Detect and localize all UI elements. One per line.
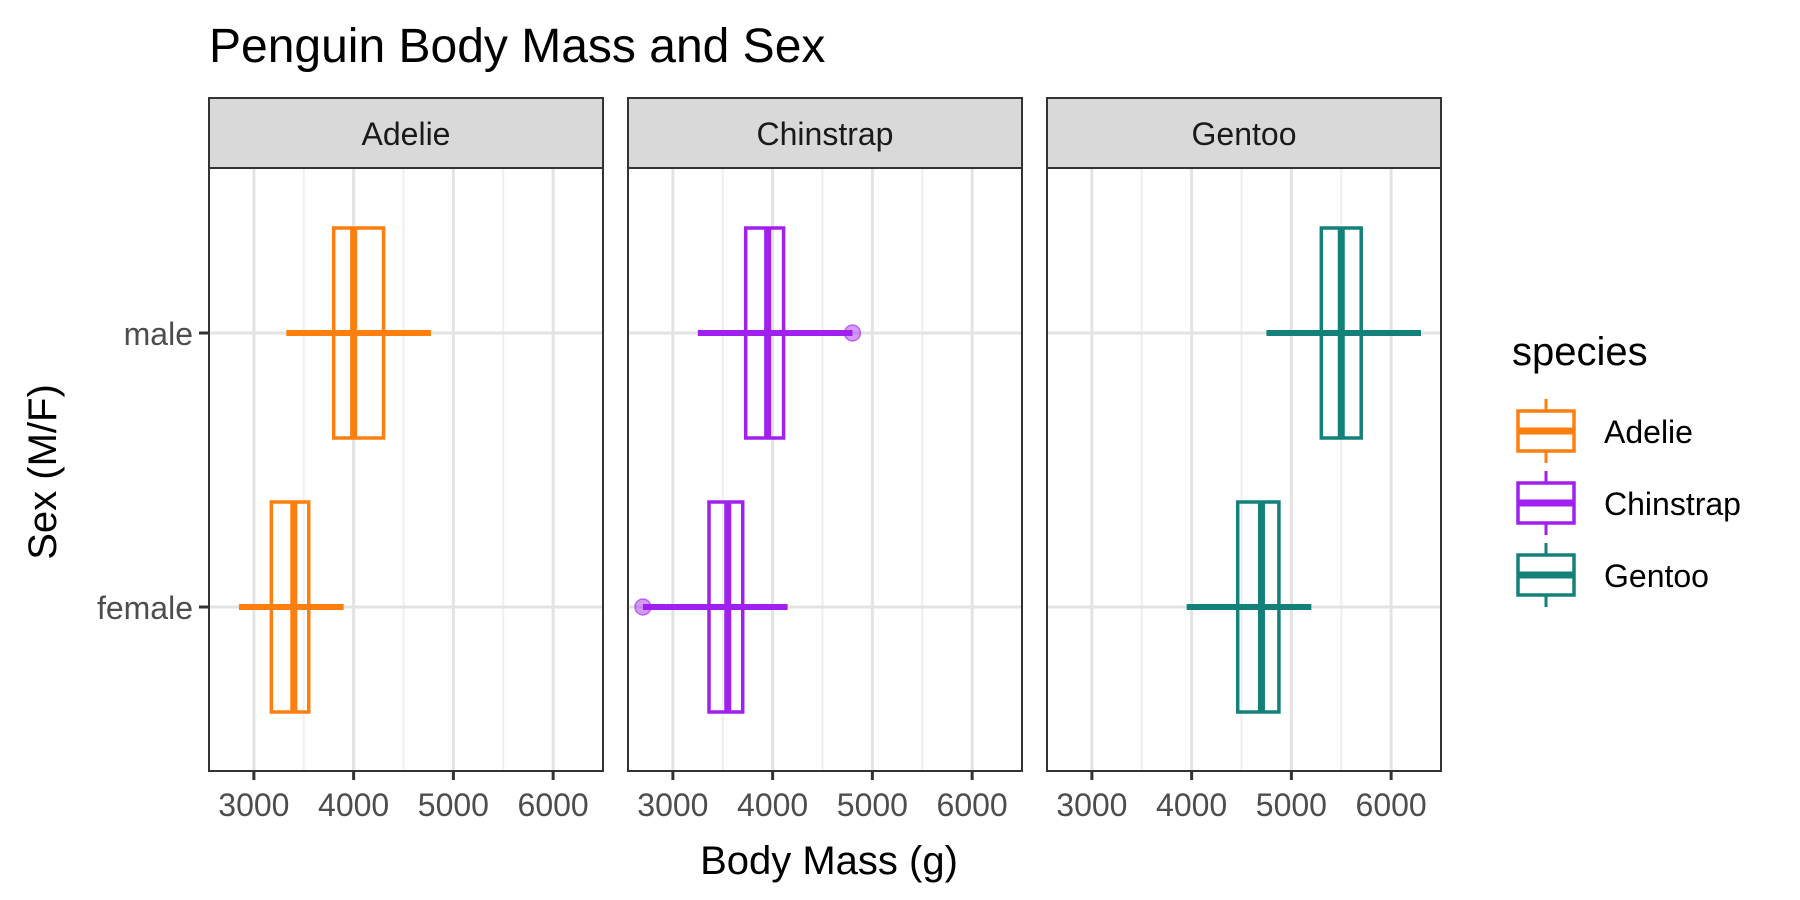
boxplot-gentoo-female — [1186, 500, 1312, 714]
legend-label: Adelie — [1604, 414, 1693, 450]
x-axis-title: Body Mass (g) — [700, 839, 958, 883]
boxplot-adelie-male — [286, 226, 431, 440]
facet-strip — [208, 97, 604, 169]
x-tick-label: 4000 — [318, 787, 389, 823]
chart-title: Penguin Body Mass and Sex — [209, 20, 825, 73]
facet-strip-label: Chinstrap — [757, 116, 894, 152]
boxplot-adelie-female — [238, 500, 344, 714]
legend-label: Gentoo — [1604, 558, 1709, 594]
x-tick-label: 5000 — [837, 787, 908, 823]
facet-panel-adelie: Adelie 3000 4000 5000 6000 — [208, 97, 604, 823]
facet-panel-chinstrap: Chinstrap 3000 4000 5000 6000 — [627, 97, 1023, 823]
facet-panels: Adelie 3000 4000 5000 6000 Chinstrap 3000 4000 5… — [208, 97, 1442, 823]
boxplot-chinstrap-male — [697, 226, 862, 440]
facet-strip — [1046, 97, 1442, 169]
legend-item-adelie: Adelie — [1516, 399, 1693, 463]
legend-item-gentoo: Gentoo — [1516, 543, 1709, 607]
panel-background — [1047, 168, 1441, 771]
x-tick-label: 5000 — [418, 787, 489, 823]
boxplot-chinstrap-female — [634, 500, 788, 714]
x-tick-label: 4000 — [1156, 787, 1227, 823]
y-axis: male female — [97, 316, 209, 626]
x-tick-label: 3000 — [637, 787, 708, 823]
x-tick-label: 5000 — [1256, 787, 1327, 823]
y-tick-label-male: male — [124, 316, 193, 352]
x-tick-label: 3000 — [218, 787, 289, 823]
legend-title: species — [1512, 330, 1648, 374]
legend-label: Chinstrap — [1604, 486, 1741, 522]
facet-strip-label: Gentoo — [1192, 116, 1297, 152]
box-iqr — [331, 226, 386, 440]
x-tick-label: 6000 — [518, 787, 589, 823]
x-tick-label: 6000 — [937, 787, 1008, 823]
x-tick-label: 6000 — [1356, 787, 1427, 823]
x-tick-label: 4000 — [737, 787, 808, 823]
legend: species Adelie Chinstrap Gentoo — [1512, 330, 1741, 607]
outlier-point — [634, 598, 652, 616]
facet-strip-label: Adelie — [362, 116, 451, 152]
outlier-point — [843, 324, 862, 342]
y-axis-title: Sex (M/F) — [21, 384, 65, 560]
panel-background — [628, 168, 1022, 771]
facet-strip — [627, 97, 1023, 169]
panel-background — [209, 168, 603, 771]
y-tick-label-female: female — [97, 590, 193, 626]
boxplot-gentoo-male — [1266, 226, 1422, 440]
box-iqr — [269, 500, 311, 714]
x-tick-label: 3000 — [1056, 787, 1127, 823]
legend-item-chinstrap: Chinstrap — [1516, 471, 1741, 535]
facet-panel-gentoo: Gentoo 3000 4000 5000 6000 — [1046, 97, 1442, 823]
